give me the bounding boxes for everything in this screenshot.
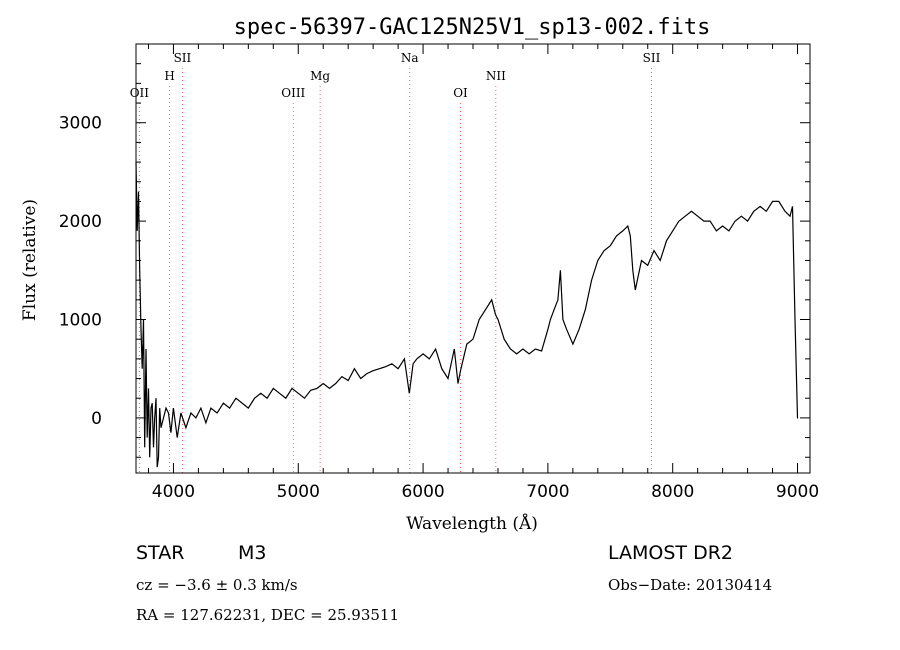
x-tick-label: 4000 [152,482,195,502]
line-marker-label: OIII [281,86,305,100]
plot-frame [135,43,811,474]
line-marker-label: OI [453,86,468,100]
line-marker-label: SII [174,51,192,65]
line-marker-label: SII [643,51,661,65]
chart-title: spec-56397-GAC125N25V1_sp13-002.fits [234,15,711,40]
line-marker-label: Na [401,51,419,65]
spectrum-line [135,162,799,468]
x-tick-label: 5000 [277,482,320,502]
x-tick-label: 9000 [776,482,819,502]
object-class: STAR [136,542,184,564]
obs-date: Obs−Date: 20130414 [608,576,772,594]
y-tick-label: 2000 [59,212,102,232]
y-tick-label: 1000 [59,311,102,331]
line-marker-label: NII [486,69,506,83]
coordinates: RA = 127.62231, DEC = 25.93511 [136,606,399,624]
cz-value: cz = −3.6 ± 0.3 km/s [136,576,298,594]
x-axis-label: Wavelength (Å) [406,513,538,534]
line-marker-label: Mg [310,69,330,83]
y-tick-label: 0 [91,409,102,429]
survey-label: LAMOST DR2 [608,542,733,564]
y-tick-label: 3000 [59,114,102,134]
line-marker-label: OII [130,86,150,100]
x-tick-label: 6000 [401,482,444,502]
line-marker-label: H [164,69,174,83]
axes: 4000 5000 6000 7000 8000 9000 0 1000 2000 3000 [59,44,819,502]
object-subclass: M3 [238,542,266,564]
y-axis-label: Flux (relative) [20,199,40,321]
x-tick-label: 8000 [651,482,694,502]
x-tick-label: 7000 [526,482,569,502]
